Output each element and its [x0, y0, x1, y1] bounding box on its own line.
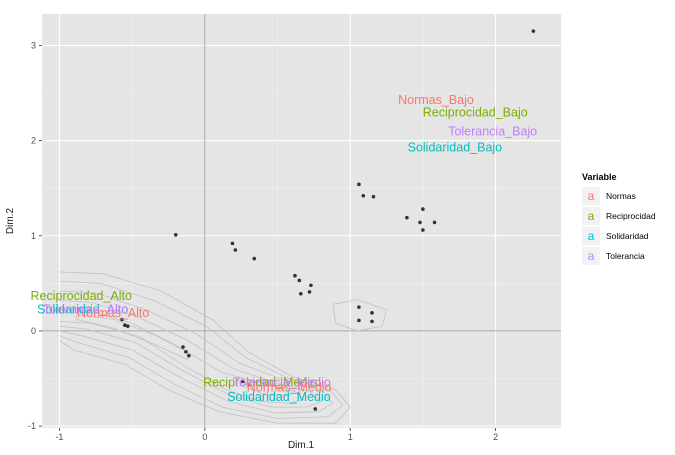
y-axis-ticks: -1 0 1 2 3 — [28, 40, 42, 431]
data-point — [531, 29, 536, 33]
y-tick-label: 0 — [31, 326, 36, 336]
data-point — [120, 317, 124, 322]
density-contour — [59, 300, 322, 408]
density-contour — [59, 290, 334, 414]
data-point — [246, 382, 251, 387]
data-point — [357, 318, 361, 323]
data-point — [184, 350, 188, 354]
data-point — [125, 324, 130, 328]
category-label: Tolerancia_Medio — [233, 376, 331, 390]
legend-label: Tolerancia — [606, 251, 645, 261]
data-point — [361, 193, 366, 198]
x-axis-title: Dim.1 — [288, 440, 315, 451]
legend: Variable a Normas a Reciprocidad a Solidarida… — [582, 172, 656, 265]
legend-label: Normas — [606, 191, 636, 201]
data-point — [230, 241, 235, 246]
density-contour — [59, 281, 344, 419]
category-label: Reciprocidad_Bajo — [423, 105, 528, 119]
legend-title: Variable — [582, 172, 617, 182]
legend-key-glyph: a — [588, 209, 595, 223]
category-label: Tolerancia_Alto — [43, 302, 129, 316]
data-point — [181, 345, 185, 349]
data-points — [120, 29, 536, 411]
legend-key — [582, 207, 600, 225]
x-tick-label: 0 — [202, 432, 207, 442]
data-point — [307, 290, 312, 294]
density-contour — [59, 271, 351, 424]
data-point — [357, 305, 361, 309]
legend-key — [582, 247, 600, 265]
density-contour — [240, 378, 296, 397]
legend-label: Solidaridad — [606, 231, 649, 241]
legend-label: Reciprocidad — [606, 211, 656, 221]
density-contour — [59, 309, 305, 404]
y-tick-label: -1 — [28, 421, 36, 431]
legend-key-glyph: a — [588, 189, 595, 203]
data-point — [252, 256, 257, 261]
data-point — [432, 220, 437, 225]
data-point — [173, 233, 178, 237]
x-tick-label: 1 — [348, 432, 353, 442]
category-label: Solidaridad_Medio — [227, 390, 331, 404]
data-point — [357, 182, 361, 187]
data-point — [370, 319, 374, 324]
data-point — [123, 323, 127, 328]
plot-panel — [42, 14, 561, 428]
legend-key — [582, 227, 600, 245]
data-point — [421, 228, 425, 232]
data-point — [297, 278, 302, 283]
data-point — [418, 220, 422, 225]
legend-key-glyph: a — [588, 249, 595, 263]
data-point — [233, 248, 238, 252]
category-label: Solidaridad_Bajo — [408, 140, 503, 154]
category-label: Normas_Alto — [77, 306, 149, 320]
data-point — [298, 292, 303, 296]
category-label: Reciprocidad_Medio — [203, 376, 317, 390]
x-tick-label: 2 — [493, 432, 498, 442]
y-axis-title: Dim.2 — [5, 208, 16, 235]
category-label: Normas_Bajo — [398, 93, 474, 107]
y-tick-label: 1 — [31, 231, 36, 241]
density-contour — [332, 299, 387, 332]
category-label: Normas_Medio — [247, 380, 332, 394]
data-point — [370, 311, 374, 315]
legend-key-glyph: a — [588, 229, 595, 243]
data-point — [405, 215, 409, 220]
category-label: Tolerancia_Bajo — [448, 124, 537, 138]
zero-reference-lines — [42, 14, 561, 428]
data-point — [421, 207, 425, 211]
data-point — [187, 353, 191, 358]
y-tick-label: 2 — [31, 136, 36, 146]
category-label: Solidaridad_Alto — [37, 302, 128, 316]
data-point — [293, 273, 297, 278]
data-point — [371, 194, 376, 199]
x-axis-ticks: -1 0 1 2 — [55, 428, 498, 442]
data-point — [313, 407, 318, 411]
y-tick-label: 3 — [31, 40, 36, 50]
x-tick-label: -1 — [55, 432, 63, 442]
legend-key — [582, 187, 600, 205]
category-label: Reciprocidad_Alto — [31, 289, 132, 303]
data-point — [309, 283, 313, 288]
data-point — [240, 379, 245, 384]
